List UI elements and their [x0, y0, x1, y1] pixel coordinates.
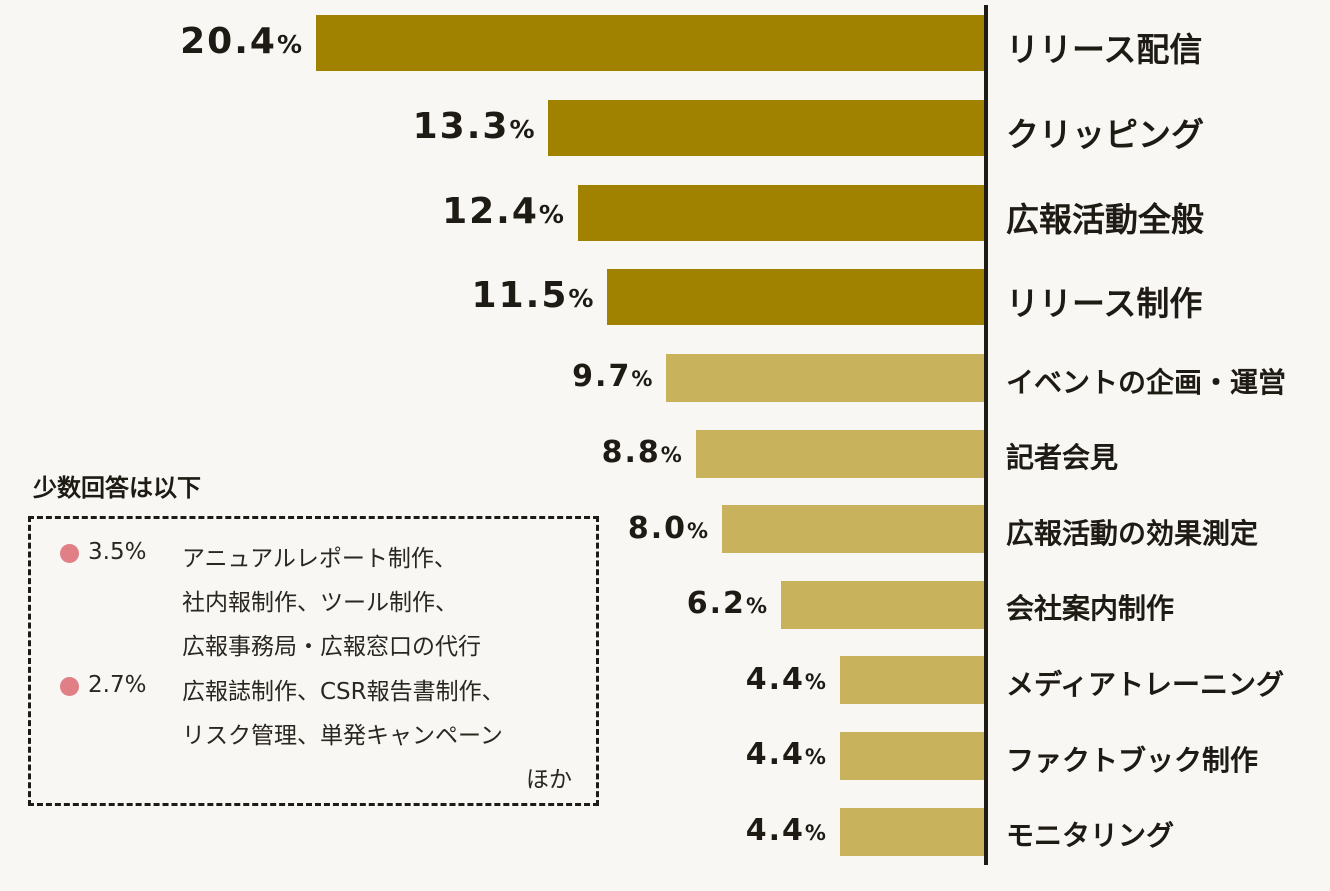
category-label-5: イベントの企画・運営 [1006, 365, 1287, 399]
value-label-5: 9.7% [572, 359, 654, 394]
value-number: 11.5 [471, 274, 569, 316]
note-line-2-1: 広報誌制作、CSR報告書制作、 [182, 679, 505, 705]
note-bullet-2 [60, 677, 79, 696]
value-number: 6.2 [686, 586, 746, 622]
value-label-6: 8.8% [602, 435, 684, 470]
category-label-4: リリース制作 [1006, 283, 1203, 323]
category-label-11: モニタリング [1006, 819, 1175, 853]
value-unit: % [276, 29, 304, 59]
value-unit: % [660, 443, 684, 467]
value-number: 8.8 [601, 435, 661, 470]
value-unit: % [804, 745, 828, 770]
value-unit: % [687, 518, 711, 543]
value-number: 4.4 [745, 661, 805, 697]
value-label-8: 6.2% [687, 586, 769, 621]
value-number: 9.7 [572, 359, 632, 395]
category-label-7: 広報活動の効果測定 [1006, 516, 1259, 550]
category-label-8: 会社案内制作 [1006, 592, 1175, 626]
value-number: 12.4 [442, 190, 539, 232]
category-label-9: メディアトレーニング [1006, 668, 1285, 702]
value-label-11: 4.4% [746, 813, 828, 848]
bar-10 [839, 732, 984, 780]
bar-5 [666, 354, 984, 402]
value-unit: % [804, 821, 828, 845]
category-label-3: 広報活動全般 [1006, 199, 1204, 239]
value-unit: % [631, 367, 655, 392]
category-label-2: クリッピング [1006, 114, 1204, 154]
value-unit: % [745, 594, 769, 619]
value-unit: % [804, 669, 828, 694]
note-title: 少数回答は以下 [33, 474, 201, 502]
note-box [28, 516, 599, 806]
bar-9 [839, 656, 984, 705]
category-label-10: ファクトブック制作 [1006, 743, 1259, 777]
value-label-9: 4.4% [746, 662, 828, 697]
note-line-1-2: 社内報制作、ツール制作、 [182, 590, 458, 616]
note-percent-1: 3.5% [88, 539, 147, 565]
bar-1 [316, 15, 984, 71]
value-unit: % [568, 283, 596, 313]
value-number: 8.0 [627, 510, 687, 546]
bar-8 [780, 580, 984, 629]
value-number: 4.4 [745, 813, 805, 848]
value-label-1: 20.4% [180, 21, 304, 62]
bar-7 [722, 505, 984, 554]
value-number: 20.4 [180, 20, 277, 62]
note-bullet-1 [60, 544, 79, 563]
value-label-10: 4.4% [746, 737, 828, 772]
value-label-3: 12.4% [442, 191, 566, 232]
value-unit: % [509, 114, 537, 144]
category-label-6: 記者会見 [1006, 441, 1119, 475]
note-tail: ほか [526, 767, 572, 793]
category-label-1: リリース配信 [1006, 29, 1203, 69]
value-label-7: 8.0% [628, 511, 710, 546]
bar-11 [839, 807, 984, 856]
note-line-2-2: リスク管理、単発キャンペーン [182, 723, 503, 749]
axis-line [984, 5, 988, 865]
note-line-1-3: 広報事務局・広報窓口の代行 [182, 634, 481, 660]
bar-2 [548, 100, 984, 156]
note-line-1-1: アニュアルレポート制作、 [182, 546, 457, 572]
value-label-4: 11.5% [472, 275, 596, 316]
value-label-2: 13.3% [413, 106, 537, 147]
note-percent-2: 2.7% [88, 672, 147, 698]
bar-4 [607, 269, 984, 325]
value-number: 13.3 [412, 105, 510, 147]
bar-6 [695, 429, 984, 478]
value-number: 4.4 [745, 737, 805, 773]
value-unit: % [538, 199, 566, 229]
bar-3 [577, 185, 984, 241]
